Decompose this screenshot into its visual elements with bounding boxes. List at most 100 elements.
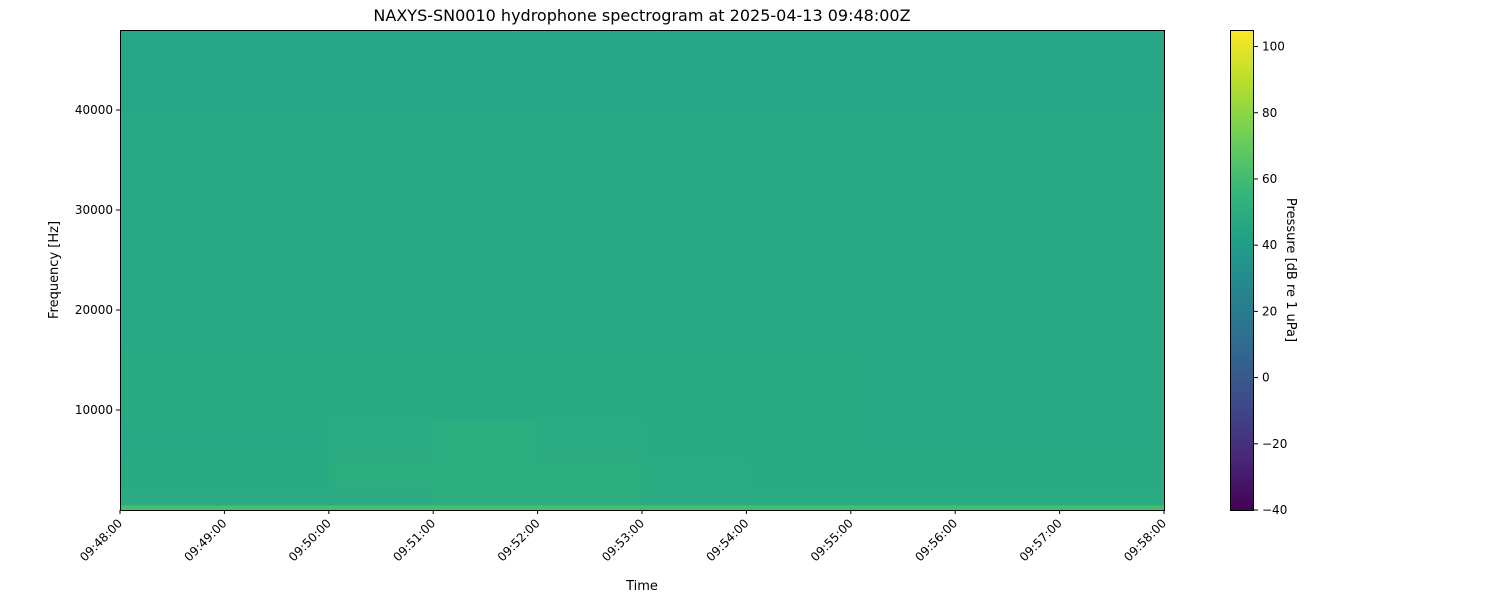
y-tick-label: 20000	[75, 303, 113, 317]
heatmap-cell	[955, 420, 1061, 461]
heatmap-cell	[328, 420, 434, 461]
heatmap-cell	[850, 30, 956, 111]
heatmap-cell	[642, 505, 747, 511]
heatmap-cell	[642, 460, 747, 491]
heatmap-cell	[224, 30, 330, 111]
y-axis-label: Frequency [Hz]	[47, 221, 62, 319]
heatmap-cell	[120, 505, 225, 511]
y-tick-label: 40000	[75, 103, 113, 117]
x-tick-label: 09:52:00	[495, 516, 543, 564]
heatmap-cell	[433, 110, 539, 211]
colorbar-ticks: −40 −20 0 20 40 60 80 100	[1254, 40, 1287, 517]
heatmap-cell	[642, 490, 747, 506]
heatmap-cell	[1059, 210, 1165, 351]
heatmap-cell	[955, 460, 1061, 491]
heatmap-cells	[120, 30, 1165, 511]
x-tick-label: 09:58:00	[1121, 516, 1169, 564]
chart-title: NAXYS-SN0010 hydrophone spectrogram at 2…	[373, 6, 910, 25]
heatmap-cell	[537, 505, 643, 511]
heatmap-cell	[850, 460, 956, 491]
heatmap-cell	[1059, 30, 1165, 111]
colorbar-tick-label: 40	[1262, 238, 1277, 252]
heatmap-cell	[537, 110, 643, 211]
heatmap-cell	[850, 490, 956, 506]
colorbar-tick-label: 80	[1262, 106, 1277, 120]
heatmap-cell	[955, 505, 1061, 511]
heatmap-cell	[120, 30, 225, 111]
x-axis-ticks: 09:48:00 09:49:00 09:50:00 09:51:00 09:52:00…	[77, 510, 1169, 564]
colorbar-tick-label: 60	[1262, 172, 1277, 186]
heatmap-cell	[433, 505, 539, 511]
heatmap-cell	[642, 30, 747, 111]
heatmap-cell	[642, 420, 747, 461]
heatmap-cell	[120, 210, 225, 351]
colorbar-tick-label: −40	[1262, 503, 1287, 517]
y-axis-ticks: 10000 20000 30000 40000	[75, 103, 120, 417]
x-tick-label: 09:55:00	[808, 516, 856, 564]
heatmap-cell	[642, 210, 747, 351]
x-tick-label: 09:51:00	[390, 516, 438, 564]
heatmap-cell	[850, 110, 956, 211]
heatmap-cell	[328, 490, 434, 506]
heatmap-cell	[328, 110, 434, 211]
heatmap-cell	[1059, 490, 1165, 506]
colorbar-tick-label: −20	[1262, 437, 1287, 451]
heatmap-cell	[224, 210, 330, 351]
x-tick-label: 09:53:00	[599, 516, 647, 564]
y-tick-label: 10000	[75, 403, 113, 417]
colorbar-tick-label: 20	[1262, 304, 1277, 318]
heatmap-cell	[120, 110, 225, 211]
heatmap-cell	[1059, 420, 1165, 461]
x-tick-label: 09:49:00	[182, 516, 230, 564]
colorbar	[1230, 30, 1254, 511]
heatmap-cell	[224, 490, 330, 506]
heatmap-cell	[433, 460, 539, 491]
heatmap-cell	[850, 350, 956, 421]
heatmap-cell	[224, 420, 330, 461]
heatmap-cell	[433, 30, 539, 111]
heatmap-cell	[955, 350, 1061, 421]
heatmap-cell	[955, 30, 1061, 111]
x-tick-label: 09:54:00	[704, 516, 752, 564]
heatmap-cell	[642, 110, 747, 211]
heatmap-cell	[224, 110, 330, 211]
heatmap-cell	[746, 490, 852, 506]
heatmap-cell	[120, 350, 225, 421]
heatmap-cell	[850, 420, 956, 461]
heatmap-cell	[224, 460, 330, 491]
heatmap-cell	[224, 350, 330, 421]
heatmap-cell	[746, 110, 852, 211]
heatmap-cell	[537, 350, 643, 421]
x-tick-label: 09:56:00	[912, 516, 960, 564]
x-tick-label: 09:57:00	[1017, 516, 1065, 564]
heatmap-cell	[537, 490, 643, 506]
colorbar-label: Pressure [dB re 1 uPa]	[1283, 198, 1298, 342]
heatmap-cell	[537, 210, 643, 351]
heatmap-cell	[328, 30, 434, 111]
heatmap-cell	[850, 505, 956, 511]
heatmap-cell	[1059, 505, 1165, 511]
heatmap-cell	[746, 460, 852, 491]
heatmap-cell	[120, 490, 225, 506]
heatmap-cell	[433, 490, 539, 506]
heatmap-cell	[746, 420, 852, 461]
heatmap-cell	[955, 110, 1061, 211]
heatmap-cell	[1059, 460, 1165, 491]
heatmap-cell	[120, 460, 225, 491]
heatmap-cell	[328, 505, 434, 511]
heatmap-cell	[433, 420, 539, 461]
colorbar-tick-label: 100	[1262, 40, 1285, 54]
heatmap-cell	[746, 210, 852, 351]
colorbar-tick-label: 0	[1262, 371, 1270, 385]
heatmap-cell	[1059, 110, 1165, 211]
heatmap-cell	[850, 210, 956, 351]
heatmap-cell	[746, 30, 852, 111]
x-tick-label: 09:48:00	[77, 516, 125, 564]
heatmap-cell	[537, 460, 643, 491]
heatmap-cell	[433, 350, 539, 421]
heatmap-cell	[120, 420, 225, 461]
x-tick-label: 09:50:00	[286, 516, 334, 564]
heatmap-cell	[746, 350, 852, 421]
heatmap-cell	[1059, 350, 1165, 421]
